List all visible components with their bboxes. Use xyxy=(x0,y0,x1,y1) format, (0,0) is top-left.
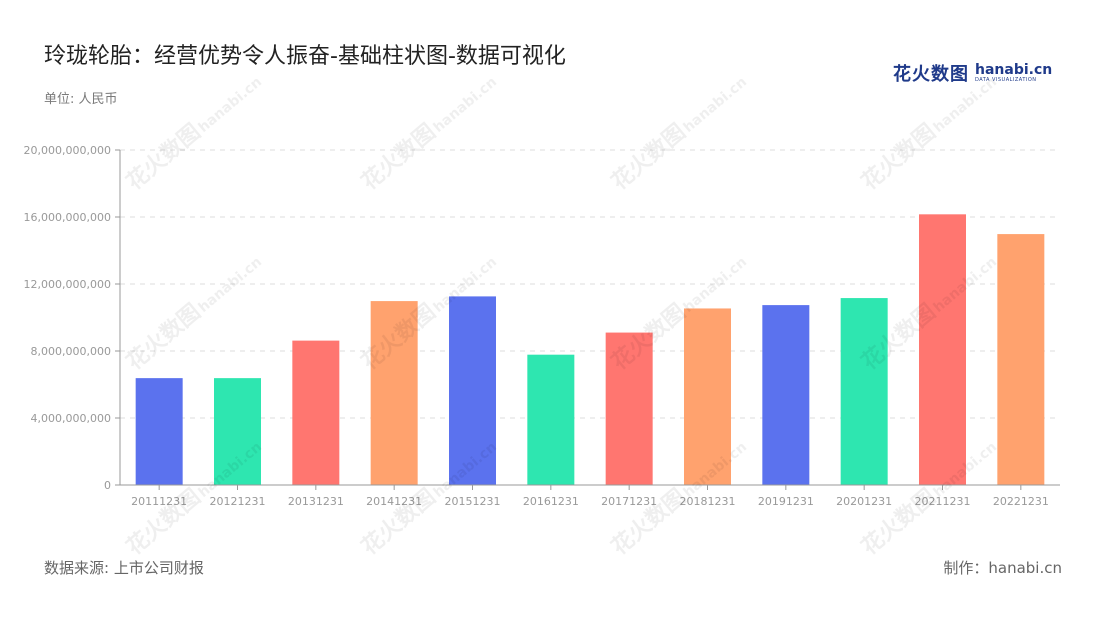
bar xyxy=(527,354,575,485)
bar xyxy=(605,332,653,485)
x-tick-label: 20141231 xyxy=(366,495,422,508)
watermark-cn: 花火数图 xyxy=(607,119,691,195)
y-tick-label: 20,000,000,000 xyxy=(24,144,111,157)
credit-note: 制作：hanabi.cn xyxy=(943,559,1062,577)
x-tick-label: 20191231 xyxy=(758,495,814,508)
x-tick-label: 20201231 xyxy=(836,495,892,508)
bar xyxy=(840,298,888,485)
logo-cn-text: 花火数图 xyxy=(893,64,969,85)
watermark-cn: 花火数图 xyxy=(857,119,941,195)
watermark-en: hanabi.cn xyxy=(681,74,750,136)
x-tick-label: 20131231 xyxy=(288,495,344,508)
bar xyxy=(449,296,496,485)
x-tick-label: 20181231 xyxy=(680,495,736,508)
bar xyxy=(214,378,261,485)
logo-sub-text: DATA VISUALIZATION xyxy=(975,77,1037,83)
y-tick-label: 8,000,000,000 xyxy=(31,345,111,358)
bar xyxy=(684,308,731,485)
watermark-cn: 花火数图 xyxy=(122,119,206,195)
bar xyxy=(762,305,810,485)
watermark-cn: 花火数图 xyxy=(357,119,441,195)
unit-label: 单位: 人民币 xyxy=(44,92,118,107)
x-tick-label: 20211231 xyxy=(915,495,971,508)
bar xyxy=(919,214,966,485)
x-tick-label: 20121231 xyxy=(210,495,266,508)
x-tick-label: 20111231 xyxy=(131,495,187,508)
bar-layer xyxy=(135,214,1045,485)
bar xyxy=(997,234,1045,485)
watermark-en: hanabi.cn xyxy=(196,254,265,316)
watermark-en: hanabi.cn xyxy=(431,74,500,136)
y-tick-label: 0 xyxy=(104,479,111,492)
x-tick-label: 20221231 xyxy=(993,495,1049,508)
brand-logo: 花火数图 hanabi.cn DATA VISUALIZATION xyxy=(893,60,1052,86)
logo-en-block: hanabi.cn DATA VISUALIZATION xyxy=(975,63,1052,83)
x-tick-label: 20151231 xyxy=(445,495,501,508)
x-tick-label: 20161231 xyxy=(523,495,579,508)
y-tick-label: 4,000,000,000 xyxy=(31,412,111,425)
grid-layer xyxy=(120,149,1060,419)
bar xyxy=(292,340,340,485)
y-tick-label: 12,000,000,000 xyxy=(24,278,111,291)
y-tick-label: 16,000,000,000 xyxy=(24,211,111,224)
bar xyxy=(135,378,183,485)
chart-title: 玲珑轮胎：经营优势令人振奋-基础柱状图-数据可视化 xyxy=(44,44,566,69)
bar xyxy=(370,301,418,485)
watermark-en: hanabi.cn xyxy=(681,254,750,316)
x-tick-label: 20171231 xyxy=(601,495,657,508)
watermark-en: hanabi.cn xyxy=(931,74,1000,136)
watermark-en: hanabi.cn xyxy=(196,74,265,136)
data-source-note: 数据来源: 上市公司财报 xyxy=(44,559,204,577)
axis-layer: 0 4,000,000,000 8,000,000,000 12,000,000,00… xyxy=(24,144,1060,508)
watermark-cn: 花火数图 xyxy=(122,299,206,375)
logo-en-text: hanabi.cn xyxy=(975,62,1053,78)
